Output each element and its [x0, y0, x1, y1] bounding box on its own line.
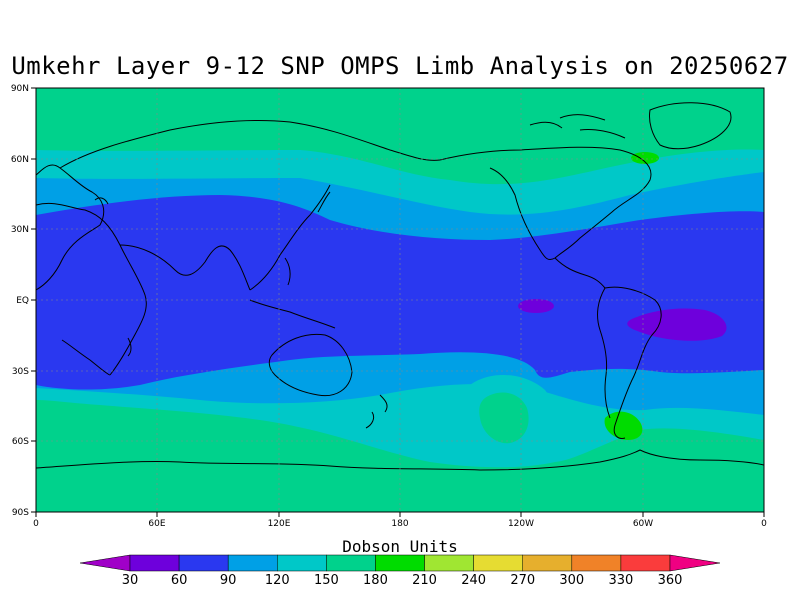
colorbar-label: 210 [412, 573, 437, 588]
lon-label-120e: 120E [268, 519, 291, 529]
map-title: Umkehr Layer 9-12 SNP OMPS Limb Analysis… [11, 52, 789, 80]
colorbar-label: 270 [510, 573, 535, 588]
colorbar-cell [473, 554, 523, 572]
colorbar-label: 360 [658, 573, 683, 588]
colorbar-cell [227, 554, 278, 572]
contour-blob-60-atlantic [627, 308, 727, 341]
colorbar-over-arrow [669, 554, 721, 572]
lat-label-60n: 60N [11, 155, 29, 165]
colorbar-label: 60 [171, 573, 188, 588]
colorbar-label: 180 [363, 573, 388, 588]
lat-label-30n: 30N [11, 225, 29, 235]
colorbar-under-arrow [79, 554, 131, 572]
colorbar-label: 150 [314, 573, 339, 588]
colorbar-cell [129, 554, 180, 572]
colorbar-labels: 30 60 90 120 150 180 210 240 270 300 330 360 [122, 573, 683, 588]
lat-labels: 90N 60N 30N EQ 30S 60S 90S [11, 84, 29, 518]
lon-labels: 0 60E 120E 180 120W 60W 0 [33, 519, 767, 529]
lat-label-eq: EQ [16, 296, 29, 306]
colorbar-label: 120 [265, 573, 290, 588]
lon-label-180: 180 [391, 519, 408, 529]
lat-label-30s: 30S [12, 367, 29, 377]
contour-blob-210-canada [631, 152, 659, 164]
colorbar: 30 60 90 120 150 180 210 240 270 300 330 360 [79, 554, 721, 588]
colorbar-cell [326, 554, 376, 572]
lon-label-120w: 120W [508, 519, 534, 529]
lat-label-60s: 60S [12, 437, 29, 447]
colorbar-label: 330 [608, 573, 633, 588]
contour-blob-210-patagonia [604, 411, 643, 440]
colorbar-cell [178, 554, 229, 572]
lon-label-0-left: 0 [33, 519, 39, 529]
tick-marks [31, 87, 765, 517]
colorbar-cell [424, 554, 474, 572]
contour-field [36, 88, 764, 512]
colorbar-cell [620, 554, 671, 572]
colorbar-cell [277, 554, 327, 572]
colorbar-cell [571, 554, 622, 572]
colorbar-cells [129, 554, 671, 572]
contour-blob-60-pacific [518, 299, 554, 313]
lat-label-90n: 90N [11, 84, 29, 94]
graticule [36, 88, 764, 512]
colorbar-label: 300 [559, 573, 584, 588]
colorbar-label: 240 [461, 573, 486, 588]
lon-label-0-right: 0 [761, 519, 767, 529]
lon-label-60e: 60E [148, 519, 165, 529]
colorbar-title: Dobson Units [342, 537, 458, 556]
coastlines [36, 102, 764, 471]
contour-blob-180-pacific [479, 392, 529, 444]
lon-label-60w: 60W [633, 519, 653, 529]
colorbar-label: 30 [122, 573, 139, 588]
colorbar-cell [522, 554, 573, 572]
colorbar-cell [375, 554, 425, 572]
contour-band-90 [36, 195, 764, 390]
colorbar-label: 90 [220, 573, 237, 588]
lat-label-90s: 90S [12, 508, 29, 518]
